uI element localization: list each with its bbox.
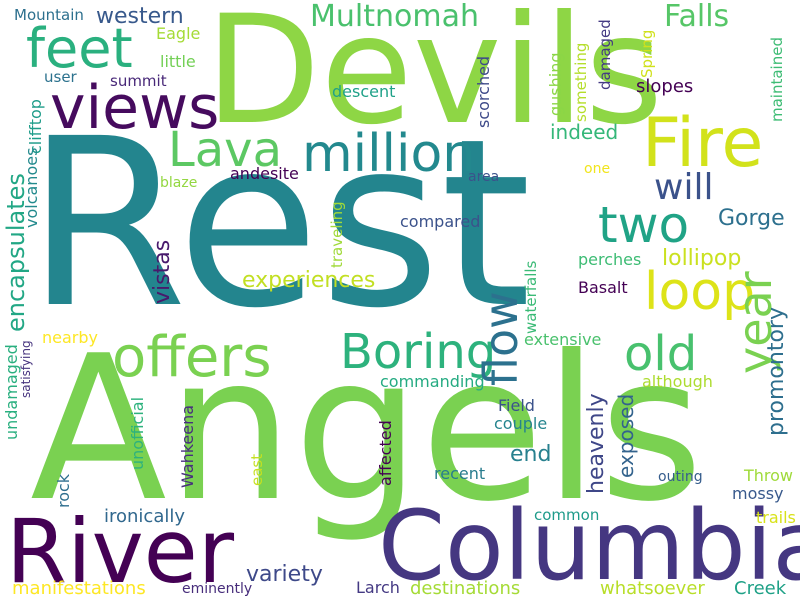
word-rock: rock <box>54 473 73 508</box>
word-experiences: experiences <box>242 268 376 293</box>
word-mossy: mossy <box>732 484 784 503</box>
word-river: River <box>6 500 234 600</box>
word-variety: variety <box>246 562 323 587</box>
word-scorched: scorched <box>474 55 493 128</box>
word-gushing: gushing <box>546 52 565 116</box>
word-eminently: eminently <box>182 581 253 597</box>
word-old: old <box>624 326 698 382</box>
word-offers: offers <box>112 325 272 390</box>
word-trails: trails <box>756 508 796 527</box>
word-promontory: promontory <box>764 307 789 436</box>
word-field: Field <box>498 396 535 415</box>
word-gorge: Gorge <box>718 206 785 231</box>
word-loop: loop <box>644 262 756 322</box>
word-traveling: traveling <box>328 201 346 268</box>
word-user: user <box>44 68 77 86</box>
word-common: common <box>534 506 600 524</box>
word-feet: feet <box>26 17 133 80</box>
word-outing: outing <box>658 469 703 485</box>
word-end: end <box>510 442 552 467</box>
word-extensive: extensive <box>524 330 602 349</box>
word-couple: couple <box>494 414 548 433</box>
word-slopes: slopes <box>636 76 694 97</box>
word-unofficial: unofficial <box>128 396 147 470</box>
word-million: million <box>302 124 476 184</box>
word-clifftop: clifftop <box>26 99 45 154</box>
word-falls: Falls <box>664 0 730 34</box>
word-maintained: maintained <box>768 37 786 122</box>
word-damaged: damaged <box>596 19 614 90</box>
word-eagle: Eagle <box>156 24 201 43</box>
word-fire: Fire <box>642 104 764 183</box>
word-perches: perches <box>578 250 642 269</box>
word-spring: Spring <box>638 29 656 78</box>
word-western: western <box>96 4 184 29</box>
word-area: area <box>468 169 500 185</box>
word-larch: Larch <box>356 578 400 597</box>
word-rest: Rest <box>26 89 532 359</box>
word-exposed: exposed <box>614 393 638 478</box>
word-heavenly: heavenly <box>584 393 609 494</box>
word-little: little <box>160 52 196 71</box>
word-recent: recent <box>434 464 486 483</box>
word-lollipop: lollipop <box>662 246 742 271</box>
word-whatsoever: whatsoever <box>600 578 705 599</box>
word-vistas: vistas <box>150 239 175 304</box>
word-flow: flow <box>474 291 528 386</box>
word-views: views <box>50 73 220 143</box>
word-lava: Lava <box>168 122 282 178</box>
word-satisfying: satisfying <box>19 340 33 398</box>
word-something: something <box>572 42 590 122</box>
word-summit: summit <box>110 72 167 90</box>
word-columbia: Columbia <box>378 490 800 600</box>
word-will: will <box>654 167 714 208</box>
word-mountain: Mountain <box>14 6 84 24</box>
word-although: although <box>642 372 713 391</box>
word-creek: Creek <box>734 578 787 599</box>
word-ironically: ironically <box>104 506 186 527</box>
word-two: two <box>598 196 690 254</box>
word-manifestations: manifestations <box>12 578 146 599</box>
word-volcanoes: volcanoes <box>22 147 41 228</box>
word-one: one <box>584 161 611 177</box>
word-waterfalls: waterfalls <box>522 260 540 334</box>
word-commanding: commanding <box>380 372 485 391</box>
word-compared: compared <box>400 212 481 231</box>
word-nearby: nearby <box>42 328 98 347</box>
word-basalt: Basalt <box>578 278 628 297</box>
word-undamaged: undamaged <box>2 344 21 440</box>
word-boring: Boring <box>340 324 497 380</box>
word-blaze: blaze <box>160 175 198 191</box>
word-throw: Throw <box>744 466 794 485</box>
word-east: east <box>248 453 266 486</box>
word-affected: affected <box>376 420 395 486</box>
word-indeed: indeed <box>550 120 619 144</box>
word-devils: Devils <box>205 0 664 158</box>
word-wahkeena: Wahkeena <box>178 404 197 488</box>
word-destinations: destinations <box>410 578 521 599</box>
word-multnomah: Multnomah <box>310 0 479 34</box>
word-descent: descent <box>332 82 396 101</box>
word-angels: Angels <box>30 313 704 546</box>
word-andesite: andesite <box>230 164 299 183</box>
